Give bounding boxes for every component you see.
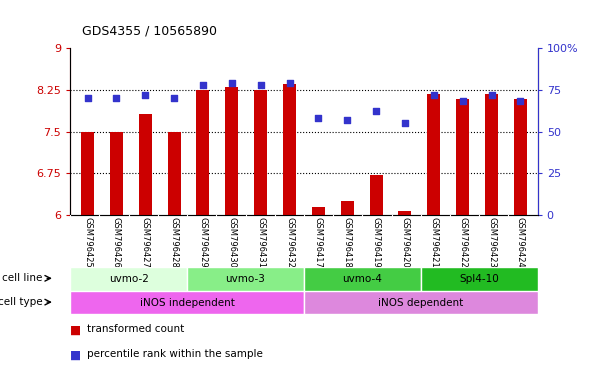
Bar: [312, 207, 325, 215]
Text: ■: ■: [70, 349, 81, 362]
Text: percentile rank within the sample: percentile rank within the sample: [87, 349, 263, 359]
Bar: [283, 84, 296, 215]
Point: [285, 80, 295, 86]
Text: Spl4-10: Spl4-10: [459, 274, 499, 284]
Text: GSM796427: GSM796427: [141, 217, 150, 268]
Text: GSM796429: GSM796429: [199, 217, 208, 267]
Text: GSM796419: GSM796419: [371, 217, 381, 267]
Bar: [70, 291, 304, 314]
Bar: [139, 114, 152, 215]
Text: GSM796426: GSM796426: [112, 217, 121, 268]
Point: [458, 98, 467, 104]
Bar: [370, 175, 382, 215]
Bar: [110, 132, 123, 215]
Text: GSM796424: GSM796424: [516, 217, 525, 267]
Bar: [485, 94, 498, 215]
Point: [371, 108, 381, 114]
Text: GSM796432: GSM796432: [285, 217, 294, 268]
Bar: [81, 132, 94, 215]
Text: GSM796423: GSM796423: [487, 217, 496, 268]
Text: GSM796428: GSM796428: [170, 217, 178, 268]
Point: [227, 80, 236, 86]
Text: GSM796421: GSM796421: [430, 217, 438, 267]
Point: [429, 92, 439, 98]
Text: iNOS dependent: iNOS dependent: [378, 298, 464, 308]
Point: [342, 117, 352, 123]
Point: [141, 92, 150, 98]
Bar: [398, 210, 411, 215]
Bar: [70, 267, 187, 291]
Text: uvmo-3: uvmo-3: [225, 274, 266, 284]
Text: GSM796418: GSM796418: [343, 217, 352, 268]
Bar: [304, 291, 538, 314]
Text: GSM796430: GSM796430: [227, 217, 236, 268]
Text: GDS4355 / 10565890: GDS4355 / 10565890: [82, 25, 218, 38]
Bar: [167, 132, 181, 215]
Text: cell line: cell line: [2, 273, 42, 283]
Point: [198, 82, 208, 88]
Text: uvmo-4: uvmo-4: [342, 274, 382, 284]
Bar: [514, 99, 527, 215]
Text: GSM796422: GSM796422: [458, 217, 467, 267]
Text: uvmo-2: uvmo-2: [109, 274, 148, 284]
Bar: [427, 94, 441, 215]
Bar: [197, 90, 210, 215]
Text: cell type: cell type: [0, 297, 42, 307]
Bar: [225, 87, 238, 215]
Point: [82, 95, 92, 101]
Text: GSM796417: GSM796417: [314, 217, 323, 268]
Bar: [304, 267, 421, 291]
Point: [400, 120, 410, 126]
Text: transformed count: transformed count: [87, 324, 185, 334]
Bar: [421, 267, 538, 291]
Text: GSM796431: GSM796431: [256, 217, 265, 268]
Point: [112, 95, 122, 101]
Point: [256, 82, 266, 88]
Text: GSM796420: GSM796420: [400, 217, 409, 267]
Bar: [187, 267, 304, 291]
Bar: [254, 90, 267, 215]
Point: [169, 95, 179, 101]
Point: [486, 92, 496, 98]
Point: [516, 98, 525, 104]
Text: iNOS independent: iNOS independent: [140, 298, 235, 308]
Bar: [341, 201, 354, 215]
Bar: [456, 99, 469, 215]
Text: GSM796425: GSM796425: [83, 217, 92, 267]
Point: [313, 115, 323, 121]
Text: ■: ■: [70, 324, 81, 337]
